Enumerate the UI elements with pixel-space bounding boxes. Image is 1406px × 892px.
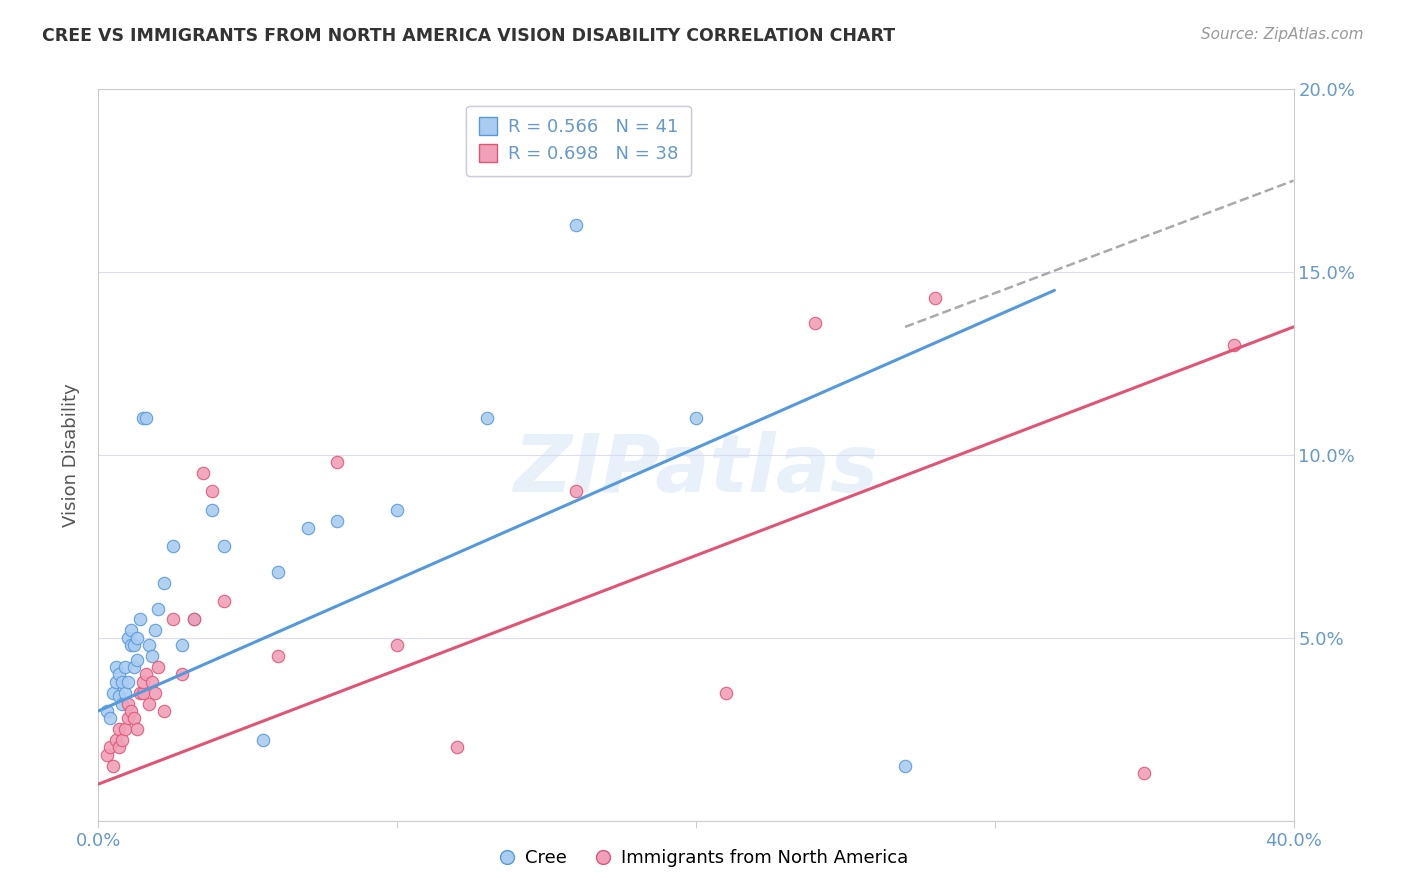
Point [127,631,149,645]
Point [135,411,157,425]
Point [565,484,588,499]
Point [117,697,139,711]
Point [120,624,142,638]
Point [117,711,139,725]
Point [135,667,157,681]
Point [385,502,409,516]
Point [714,685,737,699]
Point [124,638,146,652]
Y-axis label: Vision Disability: Vision Disability [62,383,80,527]
Point [129,613,152,627]
Point [117,631,139,645]
Point [804,316,827,330]
Point [153,704,176,718]
Point [111,697,134,711]
Point [326,455,349,469]
Point [105,733,128,747]
Point [475,411,498,425]
Point [96,704,118,718]
Point [100,740,122,755]
Point [143,685,166,699]
Point [1223,338,1246,352]
Point [127,723,149,737]
Point [108,723,131,737]
Point [191,466,214,480]
Point [129,685,152,699]
Point [111,674,134,689]
Point [565,218,588,232]
Point [132,411,155,425]
Point [326,514,349,528]
Point [183,613,205,627]
Point [124,660,146,674]
Text: Source: ZipAtlas.com: Source: ZipAtlas.com [1201,27,1364,42]
Point [108,667,131,681]
Point [267,565,290,579]
Point [114,723,136,737]
Point [172,667,194,681]
Point [267,649,290,664]
Point [212,539,235,553]
Point [141,649,163,664]
Point [127,653,149,667]
Point [162,539,184,553]
Point [100,711,122,725]
Point [894,758,917,772]
Point [138,638,160,652]
Point [172,638,194,652]
Point [138,697,160,711]
Point [148,601,170,615]
Point [183,613,205,627]
Point [446,740,468,755]
Point [143,624,166,638]
Point [120,704,142,718]
Point [120,638,142,652]
Point [252,733,274,747]
Point [111,733,134,747]
Point [201,484,224,499]
Point [132,685,155,699]
Point [103,685,125,699]
Point [685,411,707,425]
Point [212,594,235,608]
Point [103,758,125,772]
Point [96,747,118,762]
Point [132,674,155,689]
Point [141,674,163,689]
Point [105,660,128,674]
Text: ZIPatlas: ZIPatlas [513,431,879,508]
Point [108,690,131,704]
Point [297,521,319,535]
Point [162,613,184,627]
Text: CREE VS IMMIGRANTS FROM NORTH AMERICA VISION DISABILITY CORRELATION CHART: CREE VS IMMIGRANTS FROM NORTH AMERICA VI… [42,27,896,45]
Point [124,711,146,725]
Point [201,502,224,516]
Point [105,674,128,689]
Point [148,660,170,674]
Point [108,740,131,755]
Point [924,291,946,305]
Point [114,660,136,674]
Point [114,685,136,699]
Point [117,674,139,689]
Point [153,576,176,591]
Legend: R = 0.566   N = 41, R = 0.698   N = 38: R = 0.566 N = 41, R = 0.698 N = 38 [465,105,690,176]
Legend: Cree, Immigrants from North America: Cree, Immigrants from North America [491,842,915,874]
Point [1133,766,1156,780]
Point [385,638,409,652]
